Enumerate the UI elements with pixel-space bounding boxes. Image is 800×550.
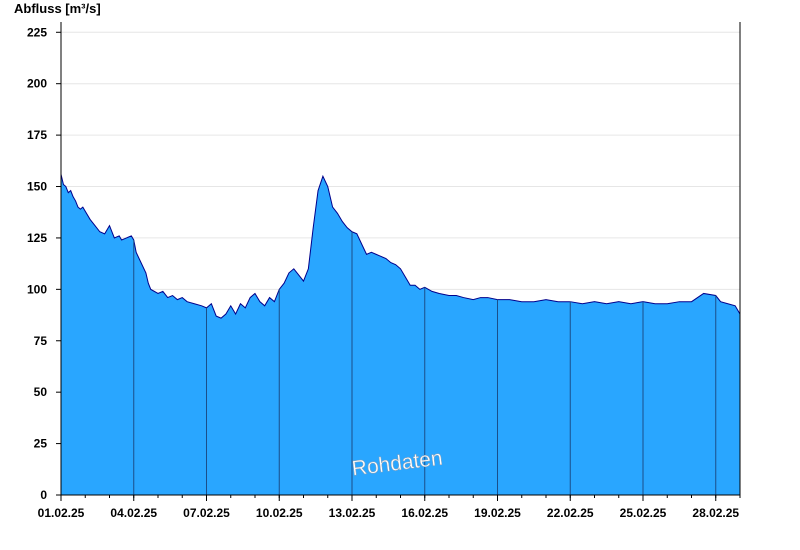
x-tick-label: 16.02.25 <box>401 506 448 520</box>
y-tick-label: 100 <box>27 282 47 296</box>
y-tick-label: 50 <box>34 385 48 399</box>
x-tick-label: 28.02.25 <box>692 506 739 520</box>
discharge-line <box>60 174 741 319</box>
y-tick-label: 25 <box>34 437 48 451</box>
y-tick-label: 200 <box>27 77 47 91</box>
discharge-area <box>61 174 740 495</box>
x-tick-label: 10.02.25 <box>256 506 303 520</box>
x-tick-label: 13.02.25 <box>329 506 376 520</box>
x-tick-label: 19.02.25 <box>474 506 521 520</box>
y-tick-label: 150 <box>27 180 47 194</box>
x-tick-label: 01.02.25 <box>38 506 85 520</box>
y-tick-label: 125 <box>27 231 47 245</box>
x-tick-label: 22.02.25 <box>547 506 594 520</box>
y-tick-label: 0 <box>40 488 47 502</box>
y-tick-label: 75 <box>34 334 48 348</box>
y-tick-label: 175 <box>27 128 47 142</box>
x-tick-label: 07.02.25 <box>183 506 230 520</box>
x-tick-label: 04.02.25 <box>110 506 157 520</box>
y-axis-title: Abfluss [m³/s] <box>14 1 101 16</box>
y-tick-label: 225 <box>27 25 47 39</box>
x-tick-label: 25.02.25 <box>620 506 667 520</box>
